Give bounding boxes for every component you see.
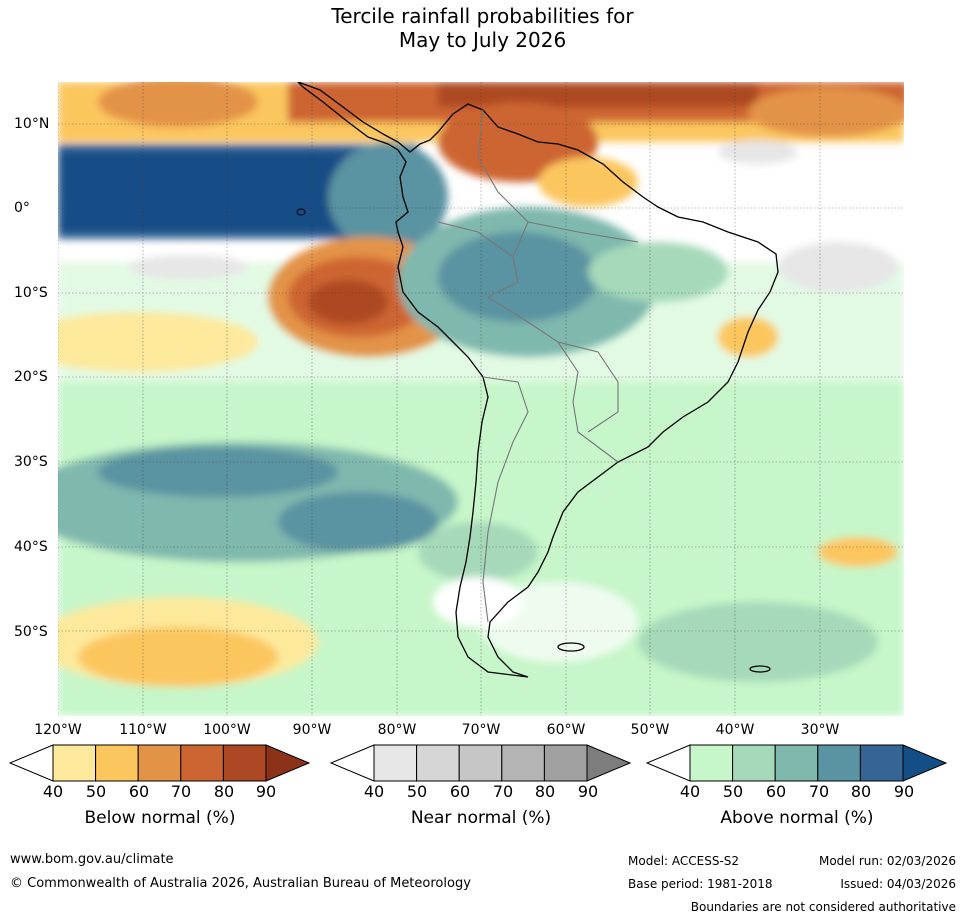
legend-near-swatch <box>416 744 460 782</box>
lat-label: 0° <box>14 200 30 216</box>
legend-below-max-arrow <box>265 744 311 782</box>
legend-near-tick: 80 <box>534 782 556 801</box>
legend-near-swatch <box>543 744 588 782</box>
rainfall-probability-map <box>58 82 904 716</box>
legend-near-swatch <box>373 744 418 782</box>
lat-label: 10°S <box>14 285 48 301</box>
legend-below-tick: 40 <box>42 782 64 801</box>
lon-label: 60°W <box>546 722 586 738</box>
lat-label: 50°S <box>14 624 48 640</box>
lon-label: 110°W <box>119 722 167 738</box>
lat-label: 30°S <box>14 454 48 470</box>
lat-label: 40°S <box>14 539 48 555</box>
lon-label: 30°W <box>800 722 840 738</box>
lon-label: 70°W <box>461 722 501 738</box>
title-line-2: May to July 2026 <box>398 28 567 52</box>
legend-near-tick: 50 <box>406 782 428 801</box>
lon-label: 100°W <box>203 722 251 738</box>
legend-above-swatch <box>859 744 904 782</box>
legend-above-swatch <box>689 744 734 782</box>
legend-near-title: Near normal (%) <box>410 808 552 828</box>
model-name: Model: ACCESS-S2 <box>628 854 740 868</box>
issued-date: Issued: 04/03/2026 <box>840 877 956 891</box>
country-borders <box>437 109 639 623</box>
legend-near-swatch <box>501 744 545 782</box>
falkland-islands <box>557 642 585 652</box>
legend-below-swatch <box>180 744 224 782</box>
legend-above-tick: 60 <box>765 782 787 801</box>
map-title: Tercile rainfall probabilities for May t… <box>0 4 965 52</box>
lon-label: 120°W <box>34 722 82 738</box>
legend-above-min-arrow <box>645 744 691 782</box>
legend-below-title: Below normal (%) <box>84 808 236 828</box>
legend-near-swatch <box>458 744 503 782</box>
lon-label: 50°W <box>630 722 670 738</box>
legend-below-tick: 80 <box>213 782 235 801</box>
legend-below-tick: 70 <box>170 782 192 801</box>
legend-above-tick: 50 <box>722 782 744 801</box>
base-period: Base period: 1981-2018 <box>628 877 773 891</box>
legend-below-tick: 60 <box>128 782 150 801</box>
legend-near-tick: 60 <box>449 782 471 801</box>
legend-below-min-arrow <box>8 744 54 782</box>
graticule <box>58 82 904 716</box>
legend-above-tick: 70 <box>808 782 830 801</box>
lon-label: 80°W <box>377 722 417 738</box>
legend-near-max-arrow <box>586 744 632 782</box>
legend-above-swatch <box>732 744 776 782</box>
legend-near-tick: 90 <box>577 782 599 801</box>
boundary-disclaimer: Boundaries are not considered authoritat… <box>690 900 956 914</box>
bom-url[interactable]: www.bom.gov.au/climate <box>10 852 174 867</box>
lat-label: 20°S <box>14 369 48 385</box>
galapagos <box>296 208 306 216</box>
lon-label: 90°W <box>292 722 332 738</box>
south-georgia <box>749 665 771 673</box>
legend-above-title: Above normal (%) <box>720 808 874 828</box>
legend-near-tick: 40 <box>363 782 385 801</box>
legend-near-tick: 70 <box>492 782 514 801</box>
legend-below-tick: 90 <box>255 782 277 801</box>
legend-above-max-arrow <box>902 744 948 782</box>
copyright: © Commonwealth of Australia 2026, Austra… <box>10 876 471 891</box>
legend-below-swatch <box>137 744 182 782</box>
legend-below-tick: 50 <box>85 782 107 801</box>
model-run: Model run: 02/03/2026 <box>818 854 956 868</box>
coastline <box>297 82 779 678</box>
legend-near-min-arrow <box>329 744 375 782</box>
legend-above-swatch <box>817 744 861 782</box>
legend-below-swatch <box>95 744 139 782</box>
lat-label: 10°N <box>14 116 50 132</box>
legend-below-swatch <box>52 744 97 782</box>
legend-below-swatch <box>222 744 267 782</box>
legend-above-swatch <box>774 744 819 782</box>
legend-above-tick: 40 <box>679 782 701 801</box>
lon-label: 40°W <box>715 722 755 738</box>
title-line-1: Tercile rainfall probabilities for <box>331 4 634 28</box>
legend-above-tick: 80 <box>850 782 872 801</box>
legend-above-tick: 90 <box>893 782 915 801</box>
legend-colorbars <box>8 744 948 782</box>
